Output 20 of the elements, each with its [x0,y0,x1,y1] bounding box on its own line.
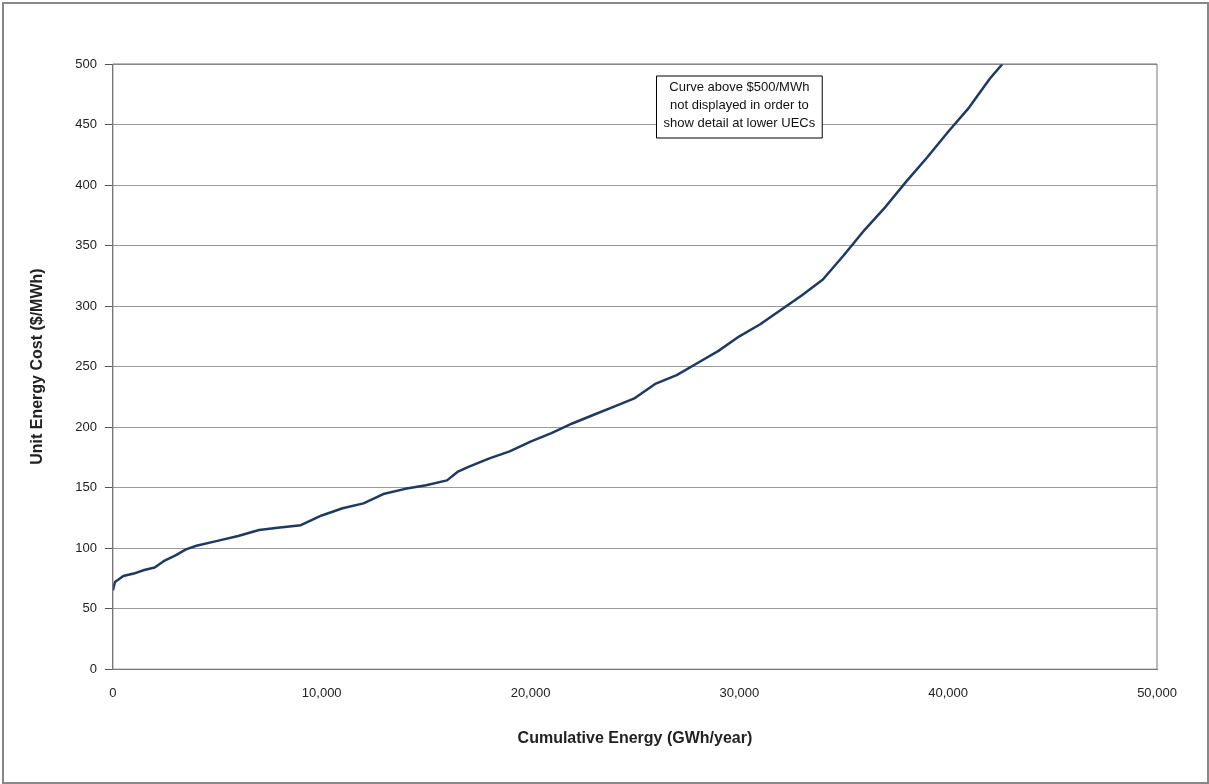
y-tick-label: 450 [75,116,97,132]
y-tick-label: 300 [75,297,97,313]
x-tick-label: 40,000 [928,684,969,700]
y-tick-label: 0 [89,660,97,676]
y-axis-title: Unit Energy Cost ($/MWh) [28,268,46,465]
y-tick-label: 250 [75,358,97,374]
x-tick-label: 20,000 [510,684,551,700]
y-tick-label: 100 [75,539,97,555]
y-tick-label: 350 [75,237,97,253]
y-tick-label: 150 [75,479,97,495]
x-tick-label: 10,000 [301,684,342,700]
y-tick-label: 50 [82,600,97,616]
x-tick-label: 30,000 [719,684,760,700]
x-tick-label: 0 [109,684,117,700]
x-tick-label: 50,000 [1137,684,1177,700]
annotation: Curve above $500/MWh not displayed in order to show detail at lower UECs [663,79,816,131]
y-tick-label: 400 [75,176,97,192]
x-axis-title: Cumulative Energy (GWh/year) [517,728,753,746]
y-tick-label: 200 [75,418,97,434]
y-tick-label: 500 [75,55,97,71]
